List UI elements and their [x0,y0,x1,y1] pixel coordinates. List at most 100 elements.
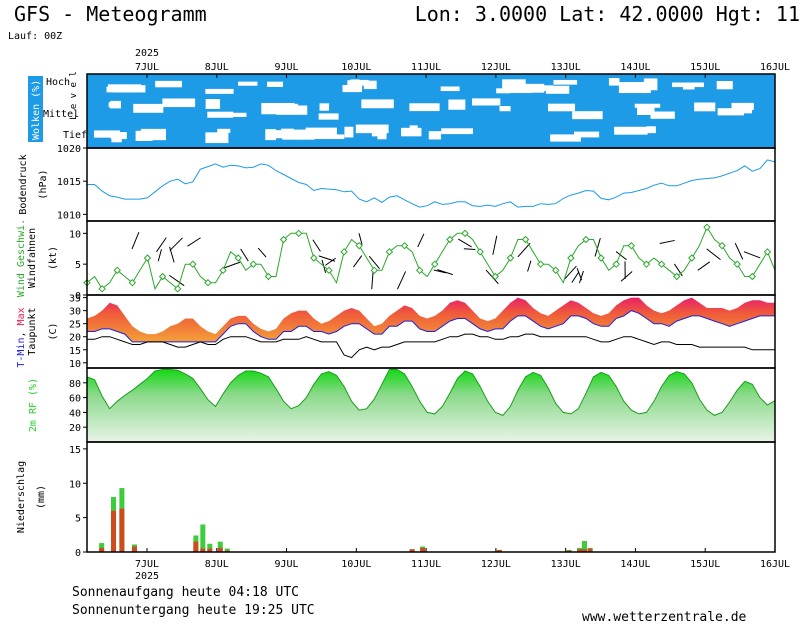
wind-speed-marker [415,266,424,275]
wind-barb [358,233,363,245]
cloud-gap [135,130,153,141]
precip-bar-convective [582,541,588,552]
wind-speed-marker [597,254,605,262]
wind-barb [353,255,363,268]
wind-speed-marker [718,241,726,250]
wind-barb [157,249,162,262]
wind-yaxis: 0 5 10 [69,229,87,302]
cloud-gap [238,81,258,86]
cloud-gap [614,126,648,135]
wind-barb [156,237,167,253]
wind-barb [131,232,140,250]
cloud-gap [448,99,466,110]
precip-bar-large-scale [496,549,502,552]
wind-speed-marker [143,254,152,262]
wind-speed-marker [189,260,197,268]
cloud-gap [318,113,339,120]
wind-barb [433,269,447,274]
wind-barb [437,269,453,276]
cloud-gap [110,100,121,109]
wind-barb [492,235,498,255]
wind-frame [86,220,776,296]
x-tick-label-bottom: 15JUL [690,559,720,570]
cloud-gap [282,129,315,140]
cloud-level-high: Hoch [46,77,70,88]
precip-bar-large-scale [582,549,588,552]
precip-bar-large-scale [587,548,593,552]
wind-barb [620,271,633,282]
wind-barb [257,247,267,258]
precip-bar-convective [224,548,230,552]
x-tick-label-bottom: 7JUL [135,559,159,570]
x-tick-label-top: 10JUL [341,62,371,73]
wind-barb [517,242,531,258]
cloud-gap [133,103,164,113]
x-tick-label-bottom: 12JUL [481,559,511,570]
cloud-gap [305,127,337,138]
wind-speed-marker [385,248,394,256]
precip-ytick-label: 0 [75,548,81,559]
precip-bar-large-scale [409,549,415,552]
cloud-panel: Hoch Mittel Tief L e v e l Wolken (%) [28,71,775,148]
x-tick-label-bottom: 10JUL [341,559,371,570]
precip-bar-large-scale [420,547,426,552]
temperature-ytick-label: 20 [69,333,81,344]
temperature-unit: (C) [48,322,59,340]
cloud-gap [361,99,394,109]
x-tick-label-top: 12JUL [481,62,511,73]
wind-ylabel2: Windfahnen [27,228,38,288]
wind-speed-marker [310,254,318,262]
cloud-gap [273,130,290,139]
wind-speed-marker [279,235,288,244]
cloud-gap [545,85,570,94]
wind-speed-marker [113,266,121,275]
cloud-gap [650,111,675,119]
cloud-gap [505,87,532,94]
x-tick-label-top: 16JUL [760,62,790,73]
cloud-level-low: Tief [63,130,87,141]
cloud-gap [112,132,127,140]
dewpoint-line [87,333,775,359]
wind-speed-marker [98,285,106,293]
cloud-gap [162,98,196,108]
precip-bar-large-scale [200,548,206,552]
cloud-gap [499,106,511,112]
x-tick-label-bottom: 11JUL [411,559,441,570]
x-tick-label-bottom: 16JUL [760,559,790,570]
wind-barb [571,272,579,283]
wind-ytick-label: 0 [75,291,81,302]
wind-speed-marker [219,266,227,275]
wind-speed-marker [204,278,212,287]
cloud-gap [207,111,234,118]
precip-bar-large-scale [207,548,213,552]
cloud-gap [646,126,656,134]
cloud-gap [572,111,603,120]
wind-speed-marker [748,272,757,281]
cloud-label-bg [28,76,43,142]
pressure-ytick-label: 1015 [57,177,81,188]
wind-speed-marker [158,272,167,281]
wind-speed-marker [400,241,409,250]
wind-speed-marker [264,272,273,281]
precip-ylabel: Niederschlag [16,461,27,533]
wind-speed-marker [627,241,636,250]
cloud-gap [637,107,655,115]
cloud-gap [548,103,576,112]
cloud-gap [682,82,695,90]
wind-barb [527,260,532,272]
x-tick-label-bottom: 14JUL [620,559,650,570]
precip-bar-large-scale [131,546,137,552]
x-tick-label-top: 11JUL [411,62,441,73]
cloud-gap [428,131,442,140]
cloud-gap [261,102,295,115]
cloud-gap [519,83,545,93]
temperature-ytick-label: 25 [69,320,81,331]
wind-speed-marker [461,229,469,238]
wind-speed-marker [703,223,711,231]
pressure-ytick-label: 1010 [57,210,81,221]
source-text: www.wetterzentrale.de [582,610,747,625]
precip-bar-convective [217,541,223,552]
wind-barb [312,239,321,252]
wind-speed-marker [688,254,696,262]
